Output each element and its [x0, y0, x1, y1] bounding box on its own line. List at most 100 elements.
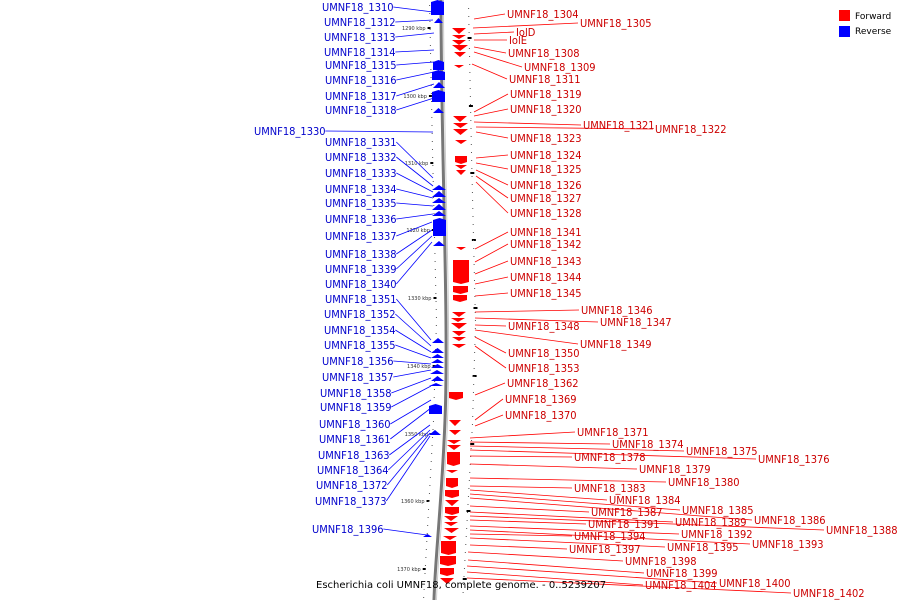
- axis-dot: [429, 21, 431, 22]
- forward-gene-label: UMNF18_1353: [508, 362, 580, 375]
- reverse-leader-line: [396, 202, 434, 207]
- forward-leader-line: [469, 493, 681, 511]
- forward-leader-line: [469, 533, 573, 537]
- reverse-feature: [429, 430, 441, 435]
- axis-dot: [429, 485, 431, 486]
- axis-dot: [468, 48, 470, 49]
- forward-feature: [452, 35, 466, 39]
- forward-feature: [454, 65, 464, 68]
- reverse-gene-label: UMNF18_1338: [325, 248, 397, 261]
- forward-gene-label: UMNF18_1345: [510, 287, 582, 300]
- axis-dot: [472, 232, 474, 233]
- axis-dot: [429, 5, 431, 6]
- forward-leader-line: [469, 477, 667, 483]
- axis-dot: [473, 256, 475, 257]
- forward-gene-label: UMNF18_1305: [580, 17, 652, 30]
- reverse-feature: [433, 108, 444, 113]
- reverse-gene-label: UMNF18_1340: [325, 278, 397, 291]
- reverse-leader-line: [391, 385, 432, 408]
- axis-dot: [472, 408, 474, 409]
- axis-dot: [472, 224, 474, 225]
- forward-leader-line: [475, 131, 509, 139]
- axis-dot: [435, 325, 437, 326]
- axis-dot: [469, 56, 471, 57]
- reverse-feature: [432, 211, 446, 216]
- axis-dot: [474, 288, 476, 289]
- forward-leader-line: [474, 329, 579, 345]
- reverse-feature: [433, 241, 445, 246]
- axis-dot: [468, 480, 470, 481]
- axis-dot: [434, 261, 436, 262]
- forward-feature: [451, 318, 465, 322]
- forward-gene-label: UMNF18_1395: [667, 541, 739, 554]
- axis-dot: [473, 368, 475, 369]
- genome-backbone: [432, 0, 448, 600]
- axis-dot: [462, 592, 464, 593]
- axis-dot: [474, 352, 476, 353]
- reverse-gene-label: UMNF18_1312: [324, 16, 396, 29]
- axis-dot: [432, 181, 434, 182]
- reverse-feature: [431, 359, 444, 363]
- reverse-gene-label: UMNF18_1313: [324, 31, 396, 44]
- forward-gene-label: UMNF18_1376: [758, 453, 830, 466]
- forward-feature: [452, 28, 466, 34]
- axis-dot: [431, 149, 433, 150]
- forward-leader-line: [469, 525, 680, 535]
- forward-feature: [453, 116, 467, 122]
- axis-dot: [472, 416, 474, 417]
- axis-dot: [468, 8, 470, 9]
- axis-dot: [464, 552, 466, 553]
- forward-gene-label: UMNF18_1394: [574, 530, 646, 543]
- reverse-gene-label: UMNF18_1315: [325, 59, 397, 72]
- forward-gene-label: UMNF18_1311: [509, 73, 581, 86]
- axis-dot: [431, 101, 433, 102]
- forward-labels: UMNF18_1304UMNF18_1305IolDIolEUMNF18_130…: [505, 8, 898, 600]
- reverse-leader-line: [393, 6, 434, 13]
- forward-feature: [449, 430, 461, 435]
- forward-gene-label: UMNF18_1384: [609, 494, 681, 507]
- reverse-gene-label: UMNF18_1352: [324, 308, 396, 321]
- reverse-leader-line: [396, 156, 434, 187]
- forward-leader-line: [475, 154, 509, 159]
- axis-dot: [426, 533, 428, 534]
- tick-label: 1290 kbp: [402, 26, 426, 32]
- axis-dot: [474, 328, 476, 329]
- reverse-leader-line: [393, 369, 432, 378]
- axis-dot: [471, 424, 473, 425]
- reverse-gene-label: UMNF18_1330: [254, 125, 326, 138]
- axis-dot: [469, 64, 471, 65]
- axis-dot: [472, 400, 474, 401]
- forward-leader-line: [469, 445, 685, 452]
- forward-gene-label: UMNF18_1321: [583, 119, 655, 132]
- forward-leader-line: [473, 93, 509, 113]
- axis-dot: [434, 277, 436, 278]
- forward-leader-line: [473, 13, 506, 20]
- forward-leader-line: [474, 309, 580, 313]
- forward-leader-lines: [466, 13, 825, 594]
- axis-dot: [432, 429, 434, 430]
- forward-leader-line: [474, 292, 509, 297]
- reverse-leader-line: [386, 432, 431, 486]
- axis-dot: [430, 53, 432, 54]
- forward-gene-label: UMNF18_1398: [625, 555, 697, 568]
- axis-dot: [428, 509, 430, 510]
- axis-dot: [471, 192, 473, 193]
- forward-leader-line: [474, 336, 507, 354]
- forward-gene-label: UMNF18_1343: [510, 255, 582, 268]
- axis-dot: [470, 104, 472, 105]
- forward-feature: [445, 507, 459, 515]
- forward-feature: [454, 52, 466, 57]
- forward-leader-line: [473, 108, 509, 117]
- forward-feature: [456, 170, 466, 175]
- forward-feature: [452, 312, 466, 317]
- forward-leader-line: [469, 544, 568, 550]
- forward-leader-line: [475, 126, 654, 130]
- axis-dot: [434, 237, 436, 238]
- reverse-feature: [432, 198, 446, 203]
- forward-feature: [447, 445, 461, 450]
- forward-gene-label: UMNF18_1402: [793, 587, 865, 600]
- reverse-feature: [429, 404, 442, 414]
- forward-feature: [453, 260, 469, 284]
- forward-feature: [453, 129, 468, 135]
- reverse-gene-label: UMNF18_1336: [325, 213, 397, 226]
